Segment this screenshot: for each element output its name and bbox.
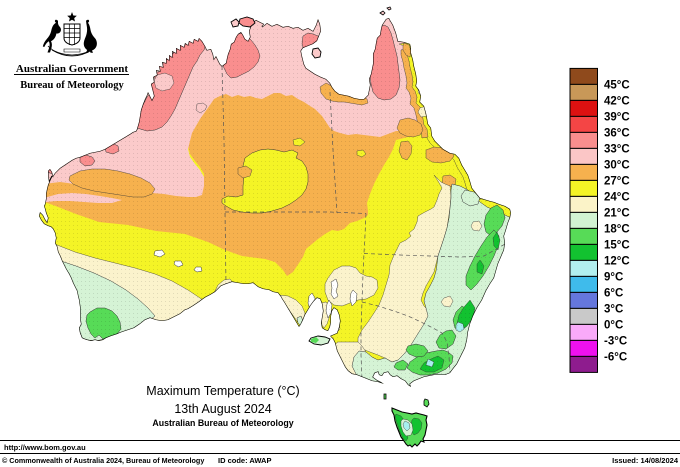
svg-text:21°C: 21°C	[604, 207, 630, 219]
svg-text:24°C: 24°C	[604, 191, 630, 203]
svg-text:27°C: 27°C	[604, 175, 630, 187]
svg-text:39°C: 39°C	[604, 111, 630, 123]
svg-text:42°C: 42°C	[604, 95, 630, 107]
svg-text:15°C: 15°C	[604, 239, 630, 251]
svg-text:3°C: 3°C	[604, 303, 623, 315]
svg-text:6°C: 6°C	[604, 287, 623, 299]
svg-text:0°C: 0°C	[604, 319, 623, 331]
svg-text:12°C: 12°C	[604, 255, 630, 267]
svg-text:45°C: 45°C	[604, 79, 630, 91]
svg-text:9°C: 9°C	[604, 271, 623, 283]
svg-text:-6°C: -6°C	[604, 351, 627, 363]
svg-text:33°C: 33°C	[604, 143, 630, 155]
svg-text:36°C: 36°C	[604, 127, 630, 139]
svg-text:-3°C: -3°C	[604, 335, 627, 347]
svg-text:18°C: 18°C	[604, 223, 630, 235]
svg-text:30°C: 30°C	[604, 159, 630, 171]
